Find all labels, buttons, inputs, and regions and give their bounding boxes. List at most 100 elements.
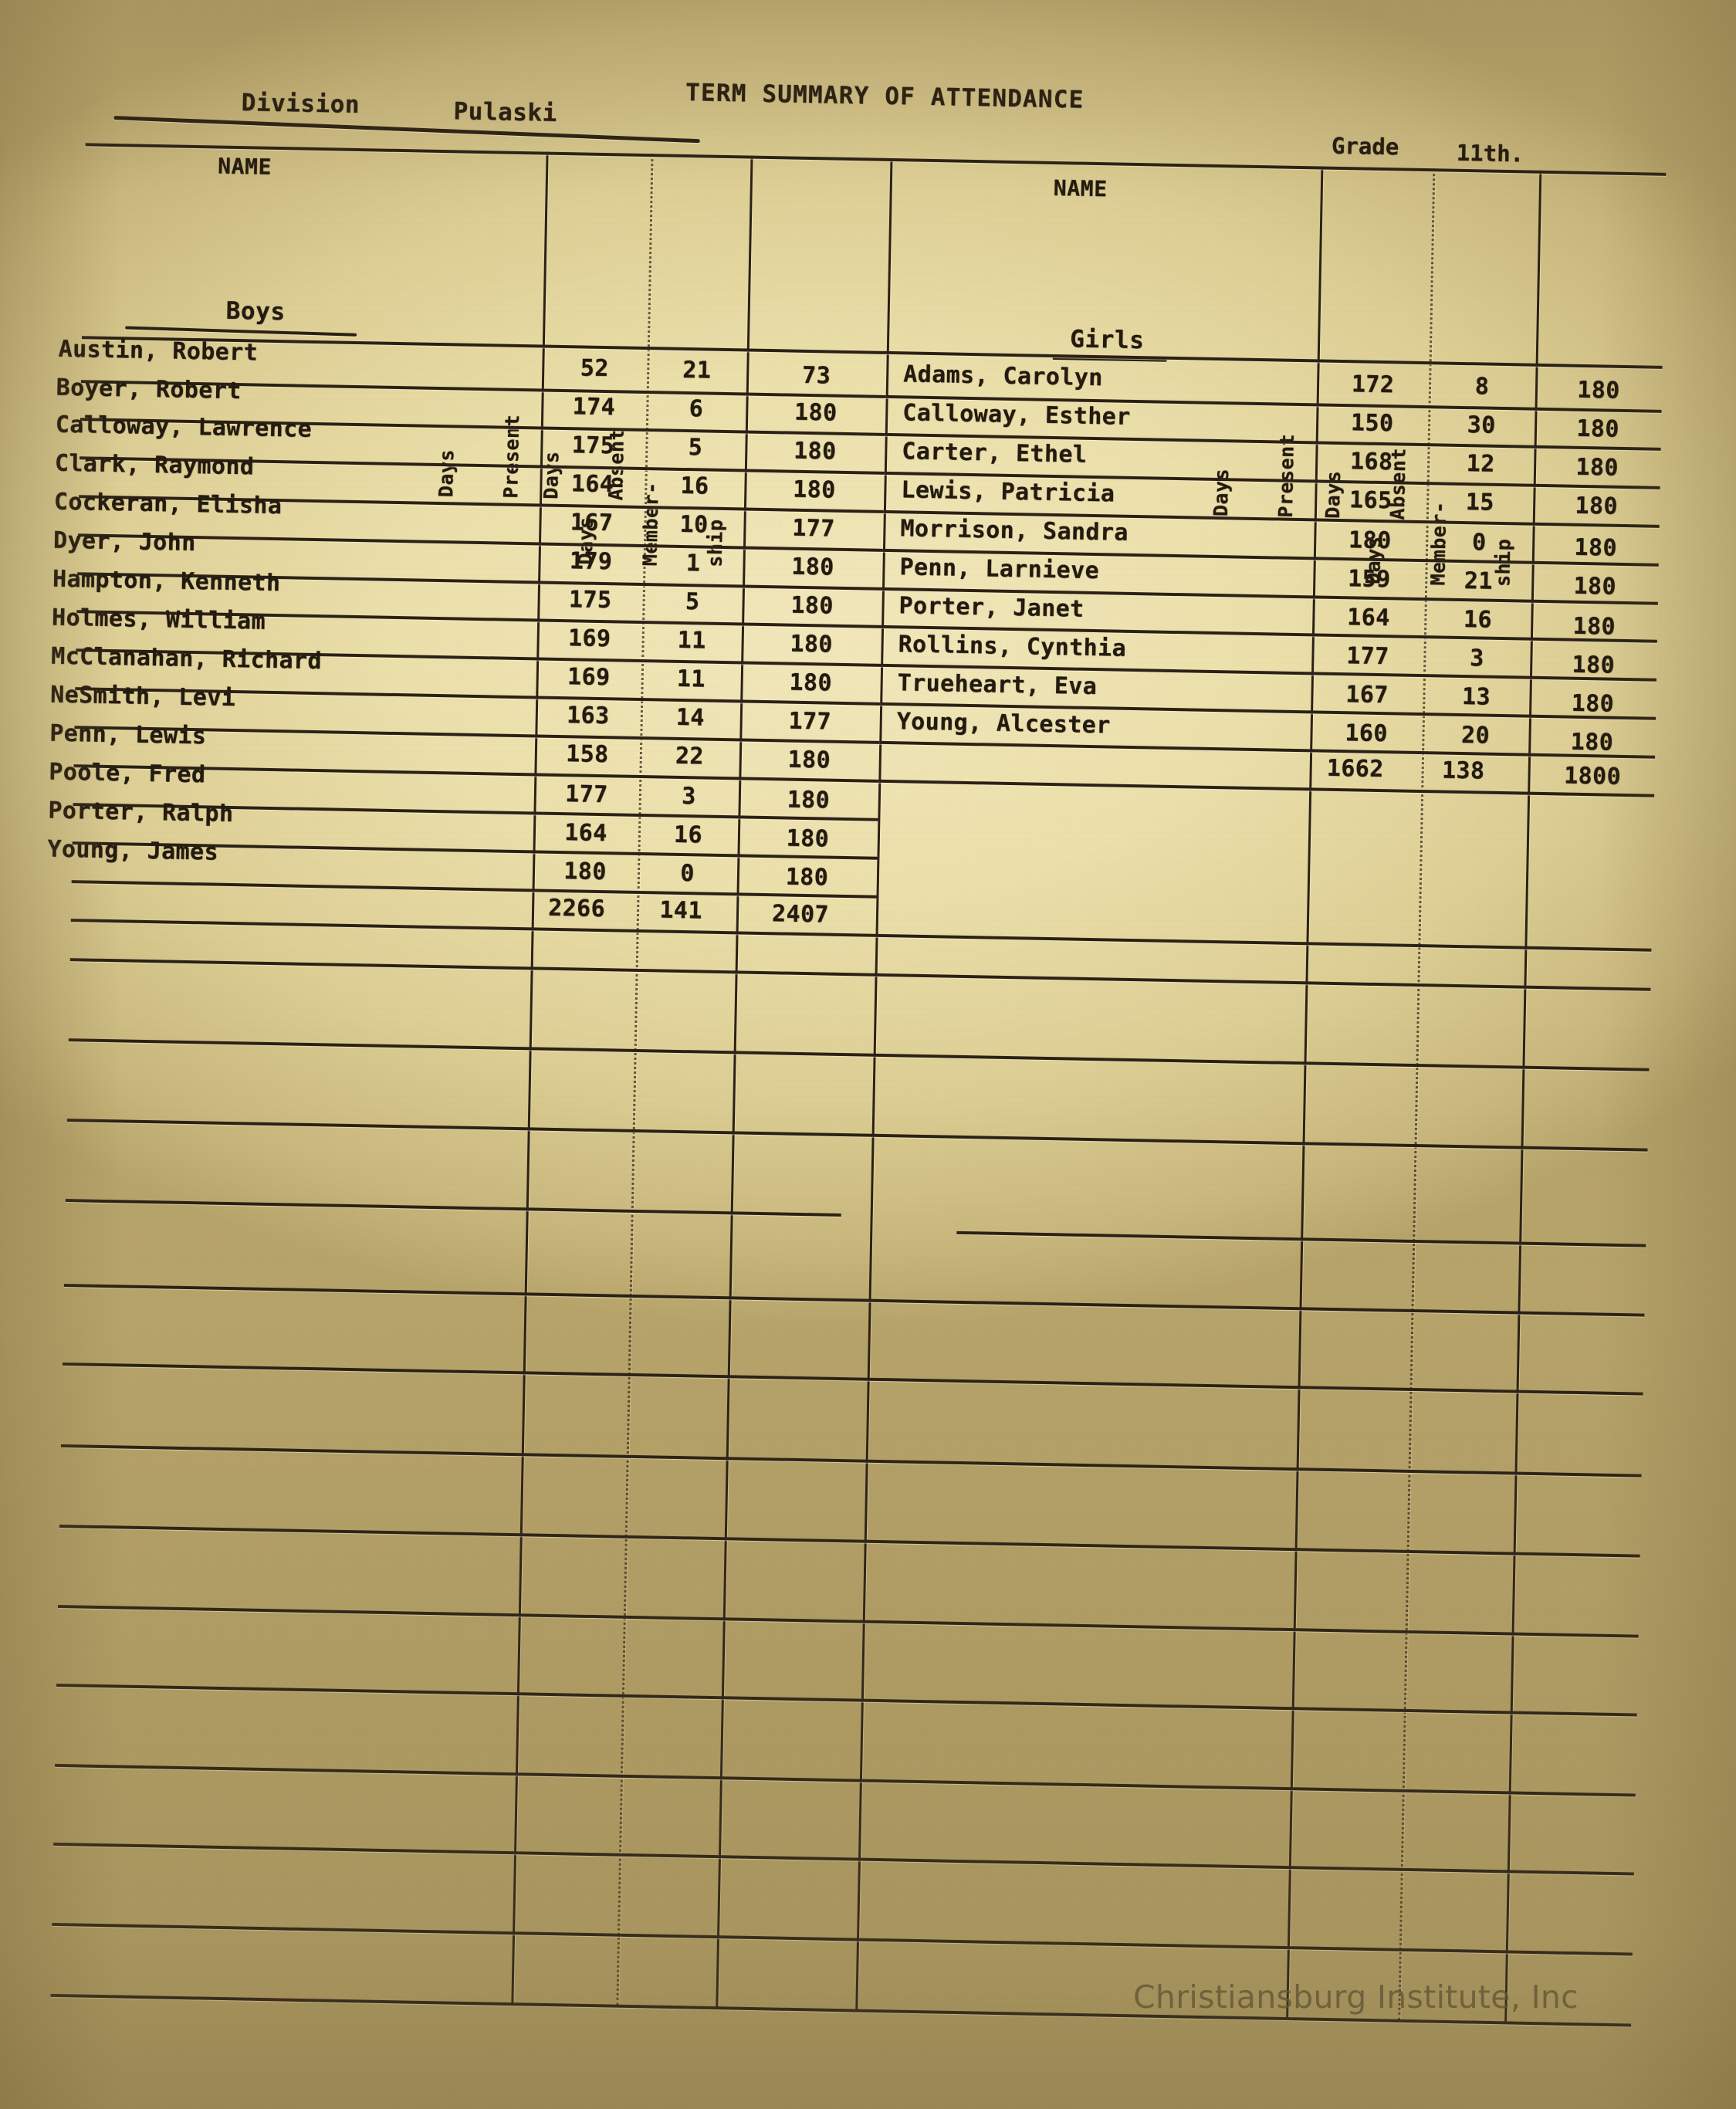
grid-hline-blank-13: [52, 1922, 1633, 1956]
table-row-boys-12-membership: 180: [786, 824, 830, 853]
table-row-boys-9-membership: 177: [788, 707, 832, 736]
table-row-girls-4-present: 180: [1348, 526, 1392, 555]
grid-hline-blank-3: [66, 1119, 1648, 1152]
grid-hline-blank-12: [53, 1842, 1634, 1876]
table-row-boys-4-membership: 177: [791, 514, 835, 543]
table-row-girls-9-absent: 20: [1460, 722, 1491, 750]
table-row-boys-7-membership: 180: [790, 630, 834, 658]
table-row-girls-6-absent: 16: [1463, 606, 1493, 634]
table-row-boys-7-present: 169: [567, 625, 611, 653]
table-row-boys-4-present: 167: [570, 509, 614, 537]
grid-hline-blank-1: [69, 958, 1651, 991]
table-row-boys-2-name: Calloway, Lawrence: [55, 411, 313, 443]
table-row-boys-0-present: 52: [580, 354, 610, 383]
table-row-girls-5-membership: 180: [1573, 572, 1617, 601]
table-row-boys-5-present: 179: [569, 547, 613, 576]
table-row-boys-1-membership: 180: [794, 398, 838, 427]
grid-hline-blank-9: [57, 1604, 1639, 1638]
table-row-girls-5-name: Penn, Larnieve: [899, 553, 1100, 585]
table-row-girls-7-membership: 180: [1572, 651, 1616, 679]
table-row-boys-3-present: 164: [570, 470, 614, 499]
table-row-boys-10-present: 158: [565, 740, 609, 769]
table-row-boys-0-membership: 73: [801, 361, 831, 390]
table-row-boys-11-membership: 180: [787, 786, 831, 814]
table-row-boys-2-membership: 180: [793, 437, 837, 465]
table-row-girls-6-name: Porter, Janet: [898, 592, 1085, 623]
table-row-boys-1-absent: 6: [689, 395, 704, 423]
boys-name-header: NAME: [217, 153, 272, 180]
table-row-boys-5-absent: 1: [685, 550, 701, 577]
table-row-girls-8-absent: 13: [1461, 683, 1491, 711]
table-row-boys-2-absent: 5: [688, 434, 703, 462]
table-row-boys-8-absent: 11: [676, 665, 706, 693]
table-row-girls-1-present: 150: [1350, 409, 1394, 438]
table-row-boys-12-present: 164: [563, 819, 607, 848]
table-row-boys-7-name: Holmes, William: [51, 604, 266, 635]
table-row-boys-5-name: Dyer, John: [52, 526, 196, 557]
table-row-boys-11-name: Poole, Fred: [49, 758, 206, 789]
table-row-girls-4-absent: 0: [1471, 529, 1487, 557]
table-row-boys-1-present: 174: [572, 393, 616, 421]
table-row-girls-0-membership: 180: [1576, 376, 1621, 405]
table-row-boys-6-name: Hampton, Kenneth: [52, 565, 281, 597]
table-row-boys-3-absent: 16: [680, 472, 709, 500]
table-row-boys-13-name: Young, James: [47, 835, 219, 866]
table-row-girls-0-present: 172: [1351, 371, 1395, 399]
table-row-girls-2-absent: 12: [1466, 450, 1495, 478]
division-label: Division: [241, 89, 360, 119]
table-row-boys-0-absent: 21: [682, 356, 712, 384]
table-row-boys-8-present: 169: [567, 663, 611, 692]
table-row-boys-13-absent: 0: [679, 860, 695, 888]
table-row-boys-4-absent: 10: [679, 510, 709, 539]
boys-section-header: Boys: [225, 296, 286, 327]
table-row-girls-6-present: 164: [1346, 604, 1390, 632]
table-row-girls-1-name: Calloway, Esther: [902, 399, 1131, 431]
table-row-boys-6-membership: 180: [790, 591, 834, 620]
girls-total-absent: 138: [1441, 757, 1485, 785]
table-row-boys-3-name: Clark, Raymond: [54, 449, 255, 481]
girls-name-header: NAME: [1053, 174, 1108, 202]
table-row-boys-10-name: Penn, Lewis: [49, 719, 207, 750]
division-rule: [113, 116, 700, 144]
boys-total-membership: 2407: [771, 900, 830, 929]
grid-hline-blank-11: [55, 1763, 1636, 1797]
table-row-girls-4-membership: 180: [1574, 533, 1618, 562]
table-row-boys-10-absent: 22: [675, 742, 705, 770]
table-row-girls-7-name: Rollins, Cynthia: [898, 631, 1127, 662]
table-row-girls-5-present: 159: [1347, 565, 1391, 594]
grid-hline-top: [85, 143, 1667, 176]
table-row-boys-1-name: Boyer, Robert: [56, 374, 242, 405]
table-row-boys-0-name: Austin, Robert: [58, 335, 259, 367]
table-row-boys-8-membership: 180: [789, 669, 833, 697]
table-row-boys-9-present: 163: [566, 702, 610, 730]
table-row-girls-1-absent: 30: [1467, 411, 1496, 439]
table-row-boys-9-name: NeSmith, Levi: [49, 681, 236, 713]
table-row-boys-7-absent: 11: [677, 626, 706, 655]
table-row-boys-9-absent: 14: [675, 703, 706, 732]
grid-hline-blank-7: [60, 1444, 1642, 1478]
table-row-girls-2-membership: 180: [1575, 453, 1619, 482]
table-row-girls-7-present: 177: [1345, 642, 1389, 671]
table-row-boys-12-absent: 16: [673, 821, 703, 849]
division-value: Pulaski: [453, 97, 558, 127]
table-row-girls-5-absent: 21: [1464, 567, 1494, 595]
table-row-girls-6-membership: 180: [1572, 612, 1616, 641]
grade-label: Grade: [1331, 132, 1399, 161]
grid-hline-blank-4-left: [65, 1199, 841, 1217]
table-row-boys-8-name: McClanahan, Richard: [50, 642, 323, 675]
table-row-girls-3-present: 165: [1349, 486, 1393, 515]
table-row-girls-4-name: Morrison, Sandra: [900, 515, 1129, 547]
table-row-boys-3-membership: 180: [792, 476, 836, 504]
table-row-boys-4-name: Cockeran, Elisha: [53, 488, 283, 520]
table-row-girls-3-name: Lewis, Patricia: [901, 476, 1115, 508]
table-row-girls-9-membership: 180: [1570, 728, 1614, 757]
table-row-boys-11-absent: 3: [681, 783, 696, 811]
table-row-girls-8-membership: 180: [1571, 689, 1615, 718]
boys-header-underline: [125, 326, 357, 337]
table-row-girls-1-membership: 180: [1576, 415, 1620, 443]
table-row-boys-13-present: 180: [563, 858, 607, 886]
girls-total-membership: 1800: [1563, 762, 1622, 790]
table-row-girls-3-absent: 15: [1465, 489, 1495, 516]
